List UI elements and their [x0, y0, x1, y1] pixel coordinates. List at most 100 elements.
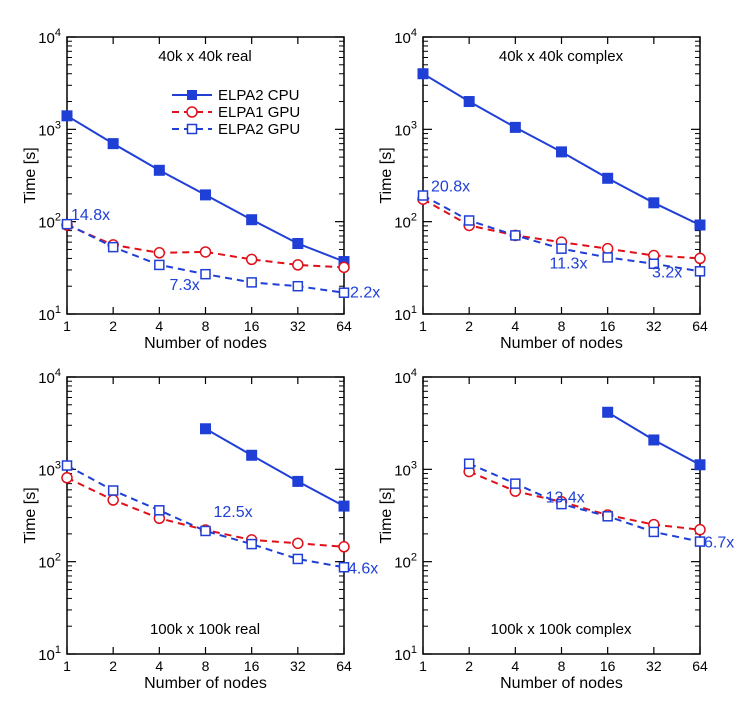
data-point: [601, 242, 614, 255]
y-tick-label: 101: [394, 304, 417, 324]
series-elpa2-cpu: [61, 110, 350, 268]
x-tick-label: 16: [244, 658, 260, 674]
x-axis-label: Number of nodes: [500, 335, 623, 352]
data-point: [338, 261, 350, 274]
data-point: [292, 280, 304, 292]
x-axis-label: Number of nodes: [144, 675, 267, 692]
series-elpa2-gpu: [417, 190, 706, 277]
data-point: [153, 247, 166, 259]
data-point: [200, 189, 211, 201]
panel-title: 40k x 40k complex: [499, 48, 624, 65]
x-tick-label: 16: [600, 318, 616, 334]
series-elpa2-cpu: [200, 423, 350, 512]
x-tick-label: 4: [155, 658, 163, 674]
x-tick-label: 8: [202, 318, 210, 334]
x-tick-label: 1: [419, 658, 427, 674]
data-point: [648, 434, 660, 446]
y-tick-label: 104: [38, 367, 61, 387]
legend-label: ELPA1 GPU: [218, 104, 300, 121]
data-point: [292, 259, 304, 271]
chart-panel-2: 1 2 4 8 16 32 64 101 102 103 104 Number of nodes Tim…: [378, 27, 708, 352]
data-point: [245, 253, 258, 266]
x-tick-label: 32: [290, 318, 306, 334]
speedup-annotation: 7.3x: [170, 277, 200, 294]
y-tick-label: 102: [38, 552, 61, 572]
x-tick-label: 32: [290, 658, 306, 674]
chart-panel-4: 1 2 4 8 16 32 64 101 102 103 104 Number of nodes Tim…: [378, 367, 734, 692]
series-line: [468, 470, 701, 531]
x-tick-label: 2: [109, 318, 117, 334]
data-point: [417, 190, 429, 201]
data-point: [107, 485, 119, 496]
data-point: [694, 219, 706, 231]
x-axis-label: Number of nodes: [144, 335, 267, 352]
x-tick-label: 8: [202, 658, 210, 674]
data-point: [200, 423, 211, 435]
speedup-annotation: 14.8x: [71, 207, 110, 224]
data-point: [246, 277, 257, 288]
data-point: [61, 110, 73, 122]
data-point: [246, 538, 257, 550]
data-point: [107, 241, 119, 253]
chart-panel-3: 1 2 4 8 16 32 64 101 102 103 104 Number of nodes Tim…: [22, 367, 378, 692]
speedup-annotation: 13.4x: [546, 489, 585, 506]
chart-panel-1: 1 2 4 8 16 32 64 101 102 103 104 Number of nodes Tim…: [22, 27, 380, 352]
x-tick-label: 4: [155, 318, 163, 334]
data-point: [338, 562, 350, 573]
series-elpa2-gpu: [463, 458, 706, 547]
plot-frame: [66, 376, 345, 655]
y-tick-label: 104: [38, 27, 61, 47]
data-point: [153, 164, 165, 176]
x-tick-label: 32: [646, 658, 662, 674]
x-tick-label: 16: [244, 318, 260, 334]
data-point: [510, 230, 521, 241]
x-tick-label: 64: [692, 318, 708, 334]
speedup-annotation: 2.2x: [350, 285, 380, 302]
speedup-annotation: 12.5x: [214, 504, 253, 521]
x-tick-label: 64: [336, 658, 352, 674]
data-point: [648, 526, 660, 538]
data-point: [694, 252, 706, 265]
data-point: [246, 214, 258, 226]
data-point: [107, 138, 119, 150]
series-elpa2-cpu: [417, 68, 706, 231]
x-tick-label: 1: [63, 658, 71, 674]
data-point: [602, 172, 614, 184]
speedup-annotation: 20.8x: [431, 179, 470, 196]
data-point: [602, 406, 614, 418]
data-point: [509, 121, 521, 133]
data-point: [246, 449, 258, 461]
series-line: [205, 427, 345, 507]
data-point: [292, 537, 304, 550]
legend-marker: [187, 90, 197, 100]
data-point: [338, 287, 350, 298]
x-tick-label: 64: [692, 658, 708, 674]
y-axis-label: Time [s]: [22, 147, 39, 203]
series-elpa2-gpu: [61, 218, 350, 298]
data-point: [510, 478, 521, 489]
speedup-annotation: 11.3x: [550, 256, 588, 273]
data-point: [200, 525, 211, 537]
legend-label: ELPA2 GPU: [218, 121, 300, 138]
y-tick-label: 101: [394, 644, 417, 664]
y-tick-label: 103: [38, 459, 61, 479]
data-point: [556, 146, 567, 158]
panel-title: 100k x 100k complex: [491, 621, 632, 638]
legend-marker: [186, 123, 198, 135]
data-point: [694, 459, 706, 471]
data-point: [338, 541, 350, 553]
data-point: [463, 458, 475, 469]
panel-title: 100k x 100k real: [150, 621, 260, 638]
data-point: [292, 475, 304, 487]
data-point: [107, 494, 119, 506]
y-tick-label: 103: [38, 119, 61, 139]
data-point: [648, 258, 660, 270]
x-tick-label: 64: [336, 318, 352, 334]
y-axis-label: Time [s]: [378, 147, 395, 203]
data-point: [602, 252, 613, 263]
legend-label: ELPA2 CPU: [218, 87, 299, 104]
y-tick-label: 101: [38, 644, 61, 664]
